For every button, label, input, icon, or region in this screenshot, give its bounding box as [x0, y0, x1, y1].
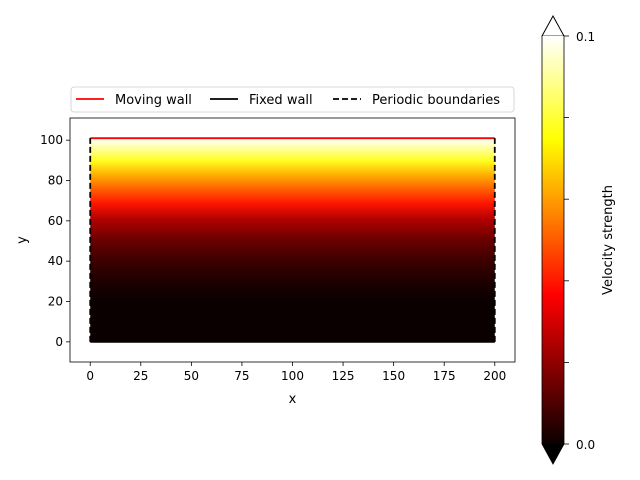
x-tick-label: 50: [184, 369, 199, 383]
legend-entries: Moving wall Fixed wall Periodic boundaries: [76, 93, 500, 108]
y-tick-label: 20: [48, 295, 63, 309]
colorbar-gradient: [542, 36, 564, 444]
x-tick-label: 100: [281, 369, 304, 383]
colorbar-extend-min: [542, 444, 564, 464]
y-tick-label: 80: [48, 174, 63, 188]
y-axis-label: y: [15, 236, 30, 244]
boundary-lines: [89, 137, 496, 343]
colorbar-label: Velocity strength: [601, 185, 616, 295]
colorbar-tick-label-min: 0.0: [576, 438, 595, 452]
colorbar-tick-label-max: 0.1: [576, 30, 595, 44]
velocity-field: [90, 138, 495, 342]
legend-label-periodic-boundaries: Periodic boundaries: [372, 93, 500, 108]
colorbar-ticks: [564, 35, 569, 445]
legend-label-fixed-wall: Fixed wall: [249, 93, 313, 108]
legend-label-moving-wall: Moving wall: [115, 93, 192, 108]
colorbar-extend-max: [541, 15, 565, 37]
x-tick-label: 150: [382, 369, 405, 383]
y-tick-label: 0: [55, 335, 63, 349]
x-ticks: 0 25 50 75 100 125 150 175 200: [86, 362, 506, 383]
x-tick-label: 175: [433, 369, 456, 383]
y-tick-label: 40: [48, 254, 63, 268]
legend-box: [70, 86, 515, 113]
x-axis-label: x: [289, 392, 297, 407]
legend: Moving wall Fixed wall Periodic boundaries: [70, 86, 515, 113]
x-tick-label: 0: [86, 369, 94, 383]
y-ticks: 0 20 40 60 80 100: [40, 133, 70, 349]
x-tick-label: 75: [234, 369, 249, 383]
y-tick-label: 60: [48, 214, 63, 228]
plot-axes: 0 25 50 75 100 125 150 175 200 0 20 40 60 80 100 x y: [15, 117, 516, 407]
x-tick-label: 200: [483, 369, 506, 383]
y-tick-label: 100: [40, 133, 63, 147]
x-tick-label: 25: [133, 369, 148, 383]
x-tick-label: 125: [332, 369, 355, 383]
colorbar: 0.1 0.0 Velocity strength: [541, 15, 616, 465]
